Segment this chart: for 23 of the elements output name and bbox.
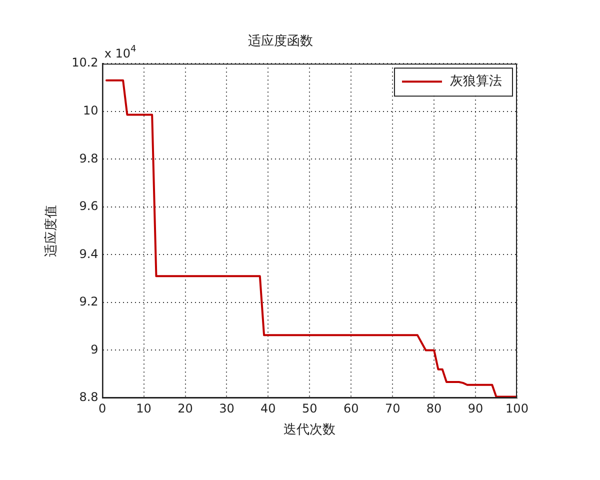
legend-label: 灰狼算法: [450, 74, 502, 89]
x-tick-label: 50: [302, 401, 318, 416]
y-tick-label: 8.8: [79, 390, 98, 404]
y-tick-label: 9: [90, 342, 98, 356]
x-tick-label: 90: [468, 401, 484, 416]
x-tick-label: 70: [384, 401, 400, 416]
x-tick-label: 80: [426, 401, 442, 416]
x-tick-label: 30: [219, 401, 234, 416]
y-tick-label: 9.8: [79, 151, 98, 166]
x-tick-label: 20: [178, 401, 193, 416]
chart-title: 适应度函数: [248, 33, 313, 50]
y-tick-label: 9.4: [79, 246, 98, 261]
y-tick-label: 10: [83, 103, 98, 118]
x-axis-title: 迭代次数: [284, 422, 336, 438]
x-tick-label: 0: [98, 401, 106, 416]
x-tick-label: 100: [506, 401, 528, 416]
y-tick-label: 9.6: [79, 199, 98, 214]
y-tick-label: 9.2: [79, 294, 98, 309]
y-axis-title: 适应度值: [43, 204, 60, 257]
x-tick-label: 60: [343, 401, 359, 416]
y-tick-label: 10.2: [72, 56, 98, 70]
x-tick-label: 10: [136, 401, 152, 416]
x-tick-label: 40: [260, 401, 276, 416]
